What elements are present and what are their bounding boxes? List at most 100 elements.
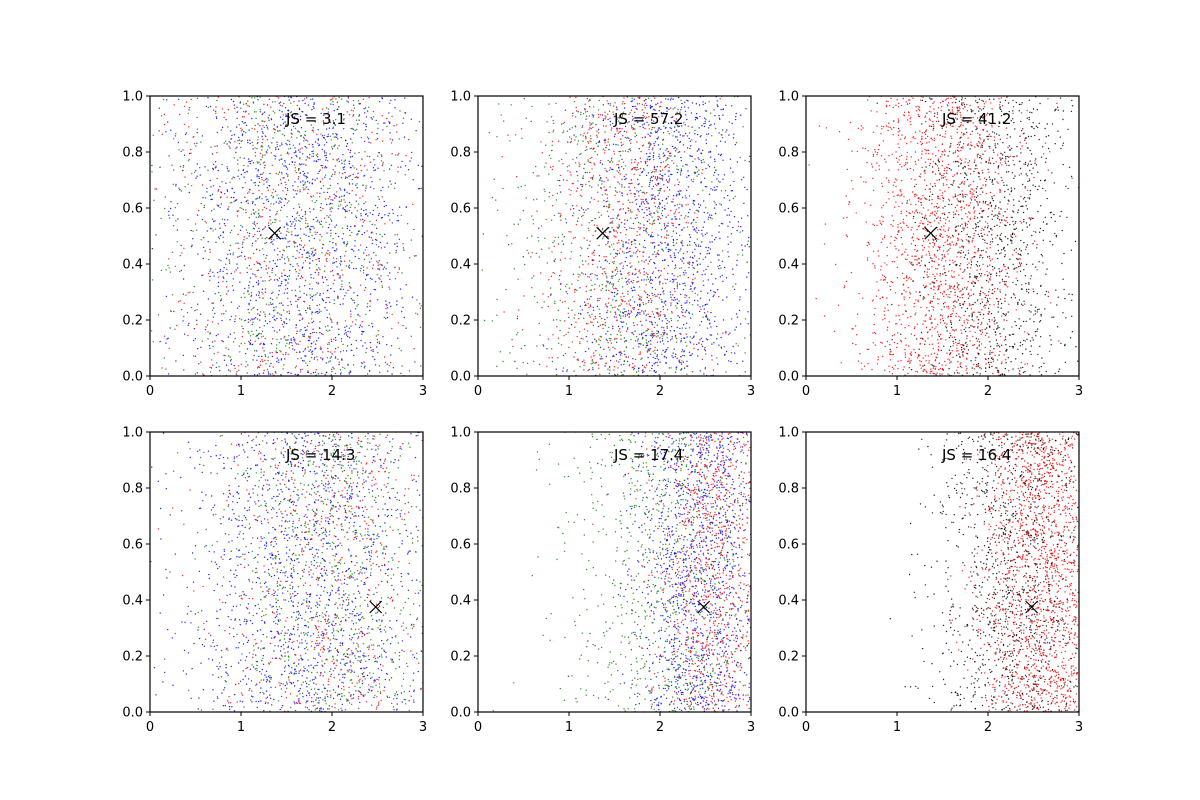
scatter-point — [648, 234, 650, 236]
scatter-point — [397, 322, 400, 324]
scatter-point — [324, 374, 326, 376]
scatter-point — [649, 222, 651, 225]
scatter-point — [288, 163, 291, 165]
scatter-point — [689, 288, 691, 290]
scatter-point — [192, 238, 194, 240]
scatter-point — [295, 300, 297, 302]
scatter-point — [676, 298, 678, 300]
scatter-point — [376, 260, 378, 262]
scatter-point — [305, 309, 307, 312]
scatter-point — [357, 230, 360, 233]
scatter-point — [671, 336, 673, 338]
scatter-point — [300, 275, 303, 277]
scatter-point — [323, 270, 326, 272]
scatter-point — [688, 234, 691, 236]
scatter-point — [298, 272, 300, 275]
scatter-point — [259, 163, 262, 166]
scatter-point — [556, 192, 559, 195]
scatter-point — [352, 364, 355, 366]
scatter-point — [308, 350, 310, 352]
scatter-point — [627, 151, 629, 153]
scatter-point — [658, 283, 661, 285]
scatter-point — [369, 309, 371, 312]
scatter-point — [243, 116, 245, 118]
scatter-point — [341, 359, 343, 361]
scatter-point — [339, 204, 342, 206]
scatter-point — [691, 264, 693, 267]
scatter-point — [277, 148, 280, 150]
scatter-point — [704, 346, 706, 349]
scatter-point — [679, 250, 681, 252]
scatter-point — [568, 316, 570, 319]
scatter-point — [317, 373, 320, 375]
scatter-point — [682, 315, 684, 317]
scatter-point — [369, 293, 372, 295]
scatter-point — [592, 114, 595, 117]
scatter-point — [192, 355, 195, 357]
scatter-point — [625, 281, 628, 283]
scatter-point — [688, 351, 691, 353]
scatter-point — [386, 307, 389, 309]
scatter-point — [618, 309, 620, 311]
scatter-point — [182, 169, 184, 172]
scatter-point — [722, 178, 724, 180]
scatter-point — [665, 179, 668, 181]
scatter-point — [249, 299, 252, 302]
scatter-point — [211, 198, 213, 201]
scatter-point — [185, 101, 188, 103]
scatter-point — [581, 361, 584, 363]
scatter-point — [311, 331, 314, 334]
scatter-point — [266, 177, 268, 180]
scatter-point — [301, 163, 303, 165]
scatter-point — [304, 326, 306, 329]
scatter-point — [330, 351, 332, 353]
scatter-point — [328, 108, 330, 110]
scatter-point — [618, 224, 620, 226]
scatter-point — [365, 116, 368, 118]
scatter-point — [299, 237, 302, 239]
scatter-point — [196, 323, 198, 326]
scatter-point — [382, 161, 384, 163]
scatter-point — [354, 129, 356, 132]
scatter-point — [378, 246, 380, 248]
scatter-point — [695, 221, 697, 224]
scatter-point — [372, 264, 375, 266]
scatter-point — [744, 245, 746, 247]
scatter-point — [236, 146, 238, 148]
scatter-point — [572, 237, 575, 239]
scatter-point — [219, 185, 221, 188]
scatter-point — [248, 287, 250, 289]
scatter-point — [376, 341, 379, 344]
scatter-point — [721, 260, 724, 262]
scatter-point — [238, 139, 241, 141]
scatter-point — [659, 293, 662, 296]
scatter-point — [398, 152, 400, 155]
scatter-point — [281, 173, 283, 175]
scatter-point — [388, 112, 390, 114]
scatter-point — [521, 137, 523, 139]
scatter-point — [266, 322, 269, 325]
scatter-point — [248, 304, 250, 306]
scatter-point — [699, 245, 702, 247]
scatter-point — [710, 124, 712, 126]
scatter-point — [648, 361, 651, 364]
scatter-point — [705, 246, 707, 249]
scatter-point — [673, 213, 675, 215]
scatter-point — [329, 202, 332, 205]
scatter-point — [674, 146, 677, 149]
scatter-point — [321, 299, 324, 301]
scatter-point — [588, 306, 590, 309]
scatter-point — [287, 282, 289, 284]
scatter-point — [618, 242, 620, 244]
scatter-point — [184, 176, 186, 178]
scatter-point — [590, 321, 592, 323]
scatter-point — [322, 333, 324, 336]
scatter-point — [281, 105, 283, 107]
scatter-point — [715, 127, 717, 130]
scatter-point — [284, 165, 287, 167]
scatter-point — [287, 179, 290, 181]
scatter-point — [704, 185, 707, 188]
scatter-point — [672, 230, 675, 232]
scatter-point — [600, 266, 602, 268]
scatter-point — [533, 295, 536, 298]
